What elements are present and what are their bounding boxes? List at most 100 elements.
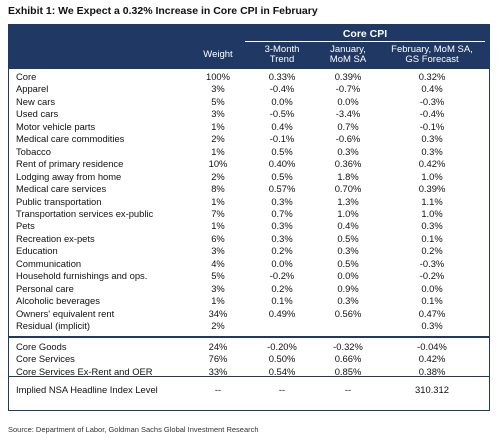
feb-cell: 0.4% [421,83,443,95]
weight-cell: 3% [211,245,225,257]
jan-header: January, MoM SA [317,45,379,65]
jan-cell: 0.56% [334,307,362,319]
feb-cell: 0.2% [421,245,443,257]
row-label: Motor vehicle parts [16,120,96,132]
weight-cell: 100% [206,71,230,82]
trend-header-line1: 3-Month [264,44,300,55]
weight-cell: 1% [211,120,225,132]
row-label: Education [16,245,58,257]
table-row: New cars 5% 0.0% 0.0% -0.3% [16,96,486,107]
trend-cell: 0.1% [271,295,293,307]
jan-cell: 0.3% [337,295,359,307]
jan-cell: 0.3% [337,245,359,257]
jan-cell: 0.0% [337,95,359,107]
weight-cell: 10% [208,158,228,170]
nsa-separator [8,376,490,377]
feb-cell: -0.3% [419,257,445,269]
weight-cell: 1% [211,195,225,207]
weight-cell: 2% [211,170,225,182]
jan-cell: 0.70% [334,183,362,195]
feb-cell: -0.1% [419,120,445,132]
core-cpi-underline [245,41,485,42]
weight-cell: 3% [211,282,225,294]
row-label: Residual (implicit) [16,320,90,331]
feb-cell: 0.47% [418,307,446,319]
table-row: Core Services Ex-Rent and OER 33% 0.54% 0.8… [16,366,486,377]
row-label: Alcoholic beverages [16,295,100,307]
weight-cell: 1% [211,220,225,232]
feb-cell: 0.32% [418,71,446,82]
row-label: Implied NSA Headline Index Level [16,384,158,395]
table-row: Core Goods 24% -0.20% -0.32% -0.04% [16,341,486,352]
weight-cell: 6% [211,232,225,244]
feb-cell: 0.42% [418,353,446,365]
table-row: Apparel 3% -0.4% -0.7% 0.4% [16,83,486,94]
trend-cell: 0.3% [271,232,293,244]
row-label: Core [16,71,37,82]
table-row: Lodging away from home 2% 0.5% 1.8% 1.0% [16,171,486,182]
feb-cell: 0.42% [418,158,446,170]
row-label: Rent of primary residence [16,158,124,170]
row-label: Apparel [16,83,49,95]
row-label: New cars [16,95,56,107]
jan-cell: 0.0% [337,270,359,282]
core-cpi-group-header: Core CPI [342,28,388,40]
feb-cell: 0.39% [418,183,446,195]
jan-cell: 0.39% [334,71,362,82]
feb-cell: 0.3% [421,145,443,157]
jan-cell: 0.5% [337,232,359,244]
trend-cell: 0.50% [268,353,296,365]
table-row: Transportation services ex-public 7% 0.7% 1… [16,208,486,219]
feb-cell: -0.2% [419,270,445,282]
table-row: Used cars 3% -0.5% -3.4% -0.4% [16,108,486,119]
feb-cell: 0.0% [421,282,443,294]
row-label: Core Services [16,353,75,365]
jan-cell: -3.4% [335,108,361,120]
exhibit-title: Exhibit 1: We Expect a 0.32% Increase in… [8,5,318,17]
feb-cell: 1.0% [421,170,443,182]
jan-cell: 0.66% [334,353,362,365]
trend-cell: 0.0% [271,95,293,107]
row-label: Communication [16,257,82,269]
table-row: Public transportation 1% 0.3% 1.3% 1.1% [16,196,486,207]
feb-cell: -0.4% [419,108,445,120]
table-frame [8,24,490,411]
table-row: Rent of primary residence 10% 0.40% 0.36% 0.… [16,158,486,169]
table-row: Core Services 76% 0.50% 0.66% 0.42% [16,353,486,364]
row-label: Medical care commodities [16,133,125,145]
row-label: Personal care [16,282,74,294]
trend-cell: 0.40% [268,158,296,170]
trend-cell: 0.5% [271,170,293,182]
trend-cell: 0.33% [268,71,296,82]
source-note: Source: Department of Labor, Goldman Sac… [8,425,259,434]
table-header-band [8,24,490,69]
weight-cell: 1% [211,145,225,157]
row-label: Tobacco [16,145,51,157]
weight-cell: 3% [211,108,225,120]
jan-header-line1: January, [330,44,366,55]
table-row: Recreation ex-pets 6% 0.3% 0.5% 0.1% [16,233,486,244]
trend-cell: -- [278,384,286,395]
feb-header: February, MoM SA, GS Forecast [391,45,473,65]
jan-cell: 0.85% [334,365,362,377]
weight-cell: 4% [211,257,225,269]
row-label: Owners' equivalent rent [16,307,115,319]
table-row: Communication 4% 0.0% 0.5% -0.3% [16,258,486,269]
feb-cell: 0.3% [421,320,443,331]
jan-cell: 0.7% [337,120,359,132]
jan-cell: 1.0% [337,207,359,219]
feb-cell: 0.3% [421,133,443,145]
table-row: Core 100% 0.33% 0.39% 0.32% [16,71,486,82]
trend-cell: 0.5% [271,145,293,157]
table-row: Owners' equivalent rent 34% 0.49% 0.56% 0.47… [16,308,486,319]
jan-cell: 0.5% [337,257,359,269]
trend-cell: 0.49% [268,307,296,319]
jan-cell: 1.3% [337,195,359,207]
feb-header-line1: February, MoM SA, [391,44,473,55]
feb-cell: 0.1% [421,232,443,244]
trend-cell: -0.20% [267,341,297,352]
feb-cell: 1.0% [421,207,443,219]
weight-cell: 24% [208,341,228,352]
summary-separator [8,336,490,338]
jan-cell: -- [344,384,352,395]
